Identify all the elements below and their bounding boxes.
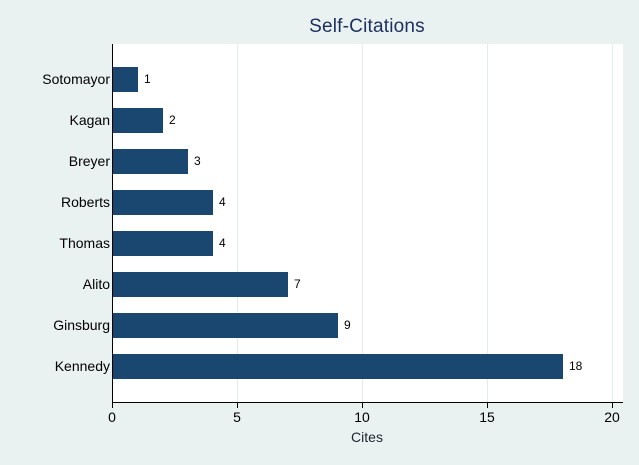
bar (113, 149, 188, 174)
category-label: Kennedy (54, 358, 110, 374)
bar-value-label: 4 (219, 195, 226, 209)
x-tick-label: 15 (479, 409, 495, 425)
chart-title: Self-Citations (309, 16, 425, 37)
x-tick-label: 20 (604, 409, 620, 425)
bar (113, 272, 288, 297)
x-tick (237, 403, 238, 408)
bar-value-label: 1 (144, 72, 151, 86)
bar-value-label: 9 (344, 318, 351, 332)
bar (113, 313, 338, 338)
category-label: Thomas (59, 235, 110, 251)
bar-value-label: 18 (569, 359, 583, 373)
x-tick (612, 403, 613, 408)
bar (113, 231, 213, 256)
bar-value-label: 2 (169, 113, 176, 127)
x-tick-label: 0 (108, 409, 116, 425)
plot-area: 1 2 3 4 4 7 9 18 (112, 44, 623, 403)
category-label: Roberts (60, 194, 110, 210)
x-axis-title: Cites (351, 429, 383, 445)
category-label: Alito (82, 276, 110, 292)
bar-value-label: 7 (294, 277, 301, 291)
gridline (362, 44, 363, 402)
x-tick-label: 10 (354, 409, 370, 425)
category-label: Ginsburg (53, 317, 110, 333)
x-tick (112, 403, 113, 408)
gridline (237, 44, 238, 402)
bar-value-label: 4 (219, 236, 226, 250)
category-label: Kagan (69, 112, 110, 128)
x-tick (362, 403, 363, 408)
x-tick (487, 403, 488, 408)
bar (113, 67, 138, 92)
bar (113, 354, 563, 379)
x-tick-label: 5 (233, 409, 241, 425)
category-label: Breyer (68, 153, 110, 169)
bar (113, 108, 163, 133)
gridline (487, 44, 488, 402)
gridline (612, 44, 613, 402)
bar (113, 190, 213, 215)
category-label: Sotomayor (42, 71, 110, 87)
bar-value-label: 3 (194, 154, 201, 168)
